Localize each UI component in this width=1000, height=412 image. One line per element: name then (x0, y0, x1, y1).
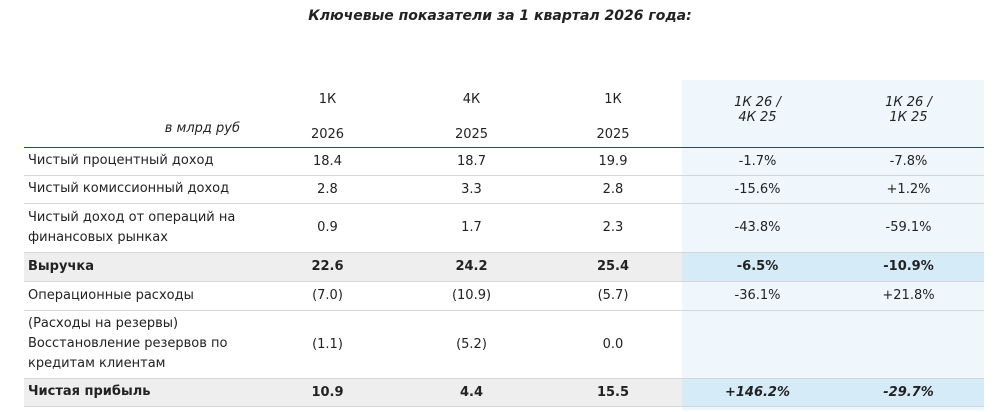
row-label: (Расходы на резервы) Восстановление резе… (24, 310, 256, 379)
column-header-line2: 4К 25 (738, 110, 777, 126)
table-row: Чистый комиссионный доход 2.8 3.3 2.8 -1… (24, 175, 984, 204)
cell-change: -59.1% (833, 203, 984, 253)
financial-table: в млрд руб 1К 2026 4К 2025 1К 2025 (24, 80, 984, 407)
cell-change: +1.2% (833, 175, 984, 204)
cell-change: -36.1% (682, 281, 833, 311)
cell-change: -15.6% (682, 175, 833, 204)
column-header-year: 2026 (310, 127, 345, 143)
cell-value: (10.9) (399, 281, 544, 311)
column-header-line2: 1К 25 (889, 110, 928, 126)
cell-value: 15.5 (544, 378, 682, 407)
row-label-line: кредитам клиентам (28, 356, 166, 371)
cell-value: 18.4 (256, 147, 399, 176)
row-label-line: Восстановление резервов по (28, 336, 228, 351)
cell-change: -43.8% (682, 203, 833, 253)
cell-value: 10.9 (256, 378, 399, 407)
row-label: Операционные расходы (24, 281, 256, 311)
table-row: Чистый процентный доход 18.4 18.7 19.9 -… (24, 147, 984, 176)
cell-value: 2.3 (544, 203, 682, 253)
row-label: Чистый процентный доход (24, 147, 256, 176)
cell-change: -10.9% (833, 252, 984, 282)
row-label-line: финансовых рынках (28, 229, 168, 245)
cell-value: (5.2) (399, 310, 544, 379)
table-row: Операционные расходы (7.0) (10.9) (5.7) … (24, 281, 984, 311)
cell-value: 0.0 (544, 310, 682, 379)
cell-value: (1.1) (256, 310, 399, 379)
cell-value: 19.9 (544, 147, 682, 176)
cell-change: +21.8% (833, 281, 984, 311)
cell-value: 0.9 (256, 203, 399, 253)
cell-value: 1.7 (399, 203, 544, 253)
row-label: Чистая прибыль (24, 378, 256, 407)
row-label: Выручка (24, 252, 256, 282)
cell-value: (7.0) (256, 281, 399, 311)
column-header-year: 2025 (454, 127, 489, 143)
column-header: 4К 2025 (399, 80, 544, 148)
cell-value: 22.6 (256, 252, 399, 282)
column-header-comparison: 1К 26 / 1К 25 (833, 80, 984, 148)
unit-label: в млрд руб (164, 120, 240, 136)
row-label: Чистый доход от операций на финансовых р… (24, 203, 256, 253)
row-label-line: (Расходы на резервы) (28, 316, 179, 331)
column-header: 1К 2026 (256, 80, 399, 148)
cell-value: 3.3 (399, 175, 544, 204)
column-header: 1К 2025 (544, 80, 682, 148)
column-header-year: 2025 (596, 127, 630, 143)
table-row-total: Чистая прибыль 10.9 4.4 15.5 +146.2% -29… (24, 378, 984, 407)
cell-value: 18.7 (399, 147, 544, 176)
cell-change: -6.5% (682, 252, 833, 282)
cell-value: 2.8 (544, 175, 682, 204)
column-header-period: 1К (318, 92, 337, 108)
row-label: Чистый комиссионный доход (24, 175, 256, 204)
column-header-line1: 1К 26 / (885, 95, 932, 111)
table-header-row: в млрд руб 1К 2026 4К 2025 1К 2025 (24, 80, 984, 148)
row-label-line: Чистый доход от операций на (28, 209, 236, 225)
cell-value: (5.7) (544, 281, 682, 311)
cell-change (682, 310, 833, 379)
cell-change: -29.7% (833, 378, 984, 407)
cell-change (833, 310, 984, 379)
cell-value: 2.8 (256, 175, 399, 204)
cell-value: 24.2 (399, 252, 544, 282)
table-row: (Расходы на резервы) Восстановление резе… (24, 310, 984, 379)
column-header-comparison: 1К 26 / 4К 25 (682, 80, 833, 148)
column-header-period: 1К (604, 92, 622, 108)
page-title: Ключевые показатели за 1 квартал 2026 го… (308, 8, 692, 24)
table-row-total: Выручка 22.6 24.2 25.4 -6.5% -10.9% (24, 252, 984, 282)
table-row: Чистый доход от операций на финансовых р… (24, 203, 984, 253)
column-header-period: 4К (462, 92, 481, 108)
cell-change: -7.8% (833, 147, 984, 176)
column-header-line1: 1К 26 / (734, 95, 781, 111)
unit-header: в млрд руб (24, 80, 256, 148)
cell-value: 25.4 (544, 252, 682, 282)
cell-change: -1.7% (682, 147, 833, 176)
cell-change: +146.2% (682, 378, 833, 407)
cell-value: 4.4 (399, 378, 544, 407)
